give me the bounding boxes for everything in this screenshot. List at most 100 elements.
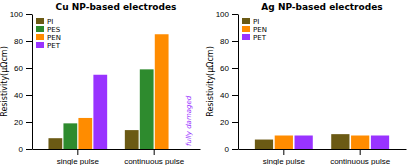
- bar: [48, 138, 62, 149]
- tick: 100: [10, 10, 32, 19]
- tick-mark: [77, 149, 78, 155]
- legend-swatch: [36, 42, 44, 48]
- tick-mark: [154, 149, 155, 155]
- tick-label: 60: [14, 64, 23, 73]
- bar: [63, 123, 77, 149]
- tick: 40: [14, 91, 32, 100]
- bar: [255, 140, 273, 149]
- tick-label: 80: [220, 37, 229, 46]
- tick-label: 80: [14, 37, 23, 46]
- tick-mark: [360, 149, 361, 155]
- legend-swatch: [36, 26, 44, 32]
- chart-title: Cu NP-based electrodes: [56, 2, 177, 12]
- legend-label: PES: [47, 26, 61, 34]
- tick-label: single pulse: [263, 157, 306, 165]
- tick-label: 40: [220, 91, 229, 100]
- legend: PIPENPET: [242, 18, 267, 42]
- bar: [78, 118, 92, 149]
- axis-title: Resistivity(μΩcm): [206, 46, 215, 117]
- tick-mark: [232, 149, 238, 150]
- axis-domain: [238, 15, 239, 150]
- legend-label: PI: [253, 18, 259, 26]
- axis-domain: [239, 149, 407, 150]
- axis-title: Resistivity(μΩcm): [0, 46, 9, 117]
- tick: 60: [220, 64, 238, 73]
- legend-item: PEN: [36, 34, 61, 42]
- tick-label: 20: [14, 118, 23, 127]
- tick: continuous pulse: [124, 149, 185, 165]
- tick-label: 100: [10, 10, 24, 19]
- tick: single pulse: [263, 149, 306, 165]
- legend-swatch: [242, 34, 250, 40]
- panel: 0 20 40 60 80 100 single pulse continuous pulse…: [0, 2, 201, 165]
- tick: 80: [14, 37, 32, 46]
- legend-item: PET: [36, 42, 61, 50]
- tick-label: 20: [220, 118, 229, 127]
- tick-label: 0: [225, 145, 230, 154]
- bar: [93, 75, 107, 149]
- tick-mark: [283, 149, 284, 155]
- tick-label: single pulse: [57, 157, 100, 165]
- tick-mark: [232, 41, 238, 42]
- legend-item: PI: [242, 18, 259, 26]
- bar: [295, 136, 313, 150]
- bar: [371, 136, 389, 150]
- legend-label: PI: [47, 18, 53, 26]
- y-axis: 0 20 40 60 80 100: [10, 10, 33, 154]
- y-axis: 0 20 40 60 80 100: [216, 10, 239, 154]
- axis-domain: [33, 149, 201, 150]
- bar: [351, 136, 369, 150]
- x-axis: single pulse continuous pulse: [33, 149, 201, 165]
- tick: continuous pulse: [330, 149, 391, 165]
- annotation: fully damaged: [185, 95, 193, 146]
- legend-item: PI: [36, 18, 53, 26]
- legend-item: PET: [242, 34, 267, 42]
- tick-mark: [26, 68, 32, 69]
- bar: [140, 69, 154, 149]
- chart-title: Ag NP-based electrodes: [261, 2, 382, 12]
- legend-swatch: [242, 18, 250, 24]
- legend-label: PET: [253, 34, 267, 42]
- tick: 60: [14, 64, 32, 73]
- legend-item: PES: [36, 26, 61, 34]
- tick-mark: [26, 14, 32, 15]
- legend-label: PEN: [253, 26, 267, 34]
- tick: 40: [220, 91, 238, 100]
- legend-swatch: [242, 26, 250, 32]
- plot-area: [255, 134, 389, 149]
- figure: 0 20 40 60 80 100 single pulse continuous pulse…: [0, 0, 412, 165]
- legend: PIPESPENPET: [36, 18, 61, 50]
- legend-swatch: [36, 18, 44, 24]
- bar: [155, 34, 169, 149]
- tick-mark: [26, 41, 32, 42]
- tick-mark: [232, 14, 238, 15]
- tick: 80: [220, 37, 238, 46]
- bar: [331, 134, 349, 149]
- tick-label: 40: [14, 91, 23, 100]
- legend-label: PEN: [47, 34, 61, 42]
- tick: single pulse: [57, 149, 100, 165]
- bar: [275, 136, 293, 150]
- tick-mark: [232, 68, 238, 69]
- tick-label: 0: [19, 145, 24, 154]
- tick-mark: [232, 122, 238, 123]
- plot-area: [48, 34, 168, 149]
- bar: [125, 130, 139, 149]
- tick-mark: [232, 95, 238, 96]
- tick-label: continuous pulse: [330, 157, 391, 165]
- x-axis: single pulse continuous pulse: [239, 149, 407, 165]
- axis-domain: [32, 15, 33, 150]
- legend-label: PET: [47, 42, 61, 50]
- tick: 20: [220, 118, 238, 127]
- bar: [170, 149, 184, 150]
- panel: 0 20 40 60 80 100 single pulse continuous pulse…: [206, 2, 407, 165]
- tick-mark: [26, 122, 32, 123]
- tick: 100: [216, 10, 238, 19]
- legend-item: PEN: [242, 26, 267, 34]
- tick: 0: [225, 145, 238, 154]
- tick: 20: [14, 118, 32, 127]
- tick-label: continuous pulse: [124, 157, 185, 165]
- tick-label: 100: [216, 10, 230, 19]
- tick: 0: [19, 145, 32, 154]
- legend-swatch: [36, 34, 44, 40]
